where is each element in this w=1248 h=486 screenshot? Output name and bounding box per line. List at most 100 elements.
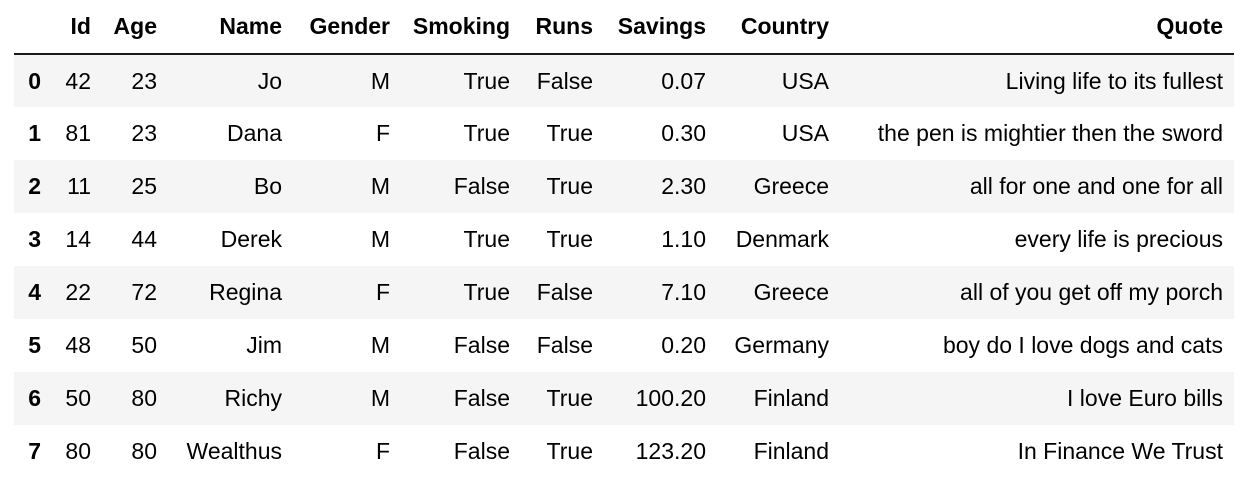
cell-id: 48	[65, 332, 91, 358]
cell-savings: 0.20	[661, 332, 706, 358]
header-id: Id	[52, 0, 102, 55]
cell-savings: 0.07	[661, 67, 706, 94]
cell-runs: True	[546, 173, 593, 199]
cell-age: 50	[131, 332, 157, 358]
table-row: 4 22 72 Regina F True False 7.10 Greece …	[14, 266, 1234, 319]
cell-savings: 123.20	[635, 438, 706, 464]
cell-age: 72	[131, 279, 157, 305]
cell-gender: F	[375, 120, 390, 146]
cell-age: 80	[131, 385, 157, 411]
cell-gender: M	[370, 67, 390, 94]
table-row: 2 11 25 Bo M False True 2.30 Greece all …	[14, 160, 1234, 213]
header-country: Country	[717, 0, 840, 55]
row-index: 6	[28, 385, 41, 411]
row-index: 7	[28, 438, 41, 464]
table-row: 5 48 50 Jim M False False 0.20 Germany b…	[14, 319, 1234, 372]
cell-runs: False	[536, 332, 593, 358]
cell-quote: In Finance We Trust	[1017, 438, 1223, 464]
cell-runs: True	[546, 438, 593, 464]
cell-quote: the pen is mightier then the sword	[877, 120, 1223, 146]
cell-id: 81	[65, 120, 91, 146]
table-row: 7 80 80 Wealthus F False True 123.20 Fin…	[14, 425, 1234, 478]
cell-runs: True	[546, 120, 593, 146]
cell-runs: False	[536, 279, 593, 305]
dataframe-table: Id Age Name Gender Smoking Runs Savings …	[14, 0, 1234, 478]
cell-country: USA	[781, 67, 829, 94]
header-runs: Runs	[521, 0, 604, 55]
cell-savings: 7.10	[661, 279, 706, 305]
cell-savings: 100.20	[635, 385, 706, 411]
cell-gender: M	[370, 332, 390, 358]
cell-runs: True	[546, 226, 593, 252]
cell-smoking: True	[463, 226, 510, 252]
cell-quote: every life is precious	[1014, 226, 1223, 252]
cell-age: 25	[131, 173, 157, 199]
cell-gender: M	[370, 385, 390, 411]
cell-country: Greece	[753, 173, 829, 199]
cell-id: 11	[67, 173, 91, 199]
cell-name: Derek	[220, 226, 282, 252]
header-row: Id Age Name Gender Smoking Runs Savings …	[14, 0, 1234, 55]
cell-smoking: False	[453, 385, 510, 411]
cell-gender: M	[370, 173, 390, 199]
cell-savings: 0.30	[661, 120, 706, 146]
cell-id: 22	[65, 279, 91, 305]
header-smoking: Smoking	[401, 0, 521, 55]
cell-name: Richy	[224, 385, 282, 411]
header-index	[14, 0, 52, 55]
cell-runs: True	[546, 385, 593, 411]
dataframe-container: Id Age Name Gender Smoking Runs Savings …	[14, 0, 1234, 478]
header-quote: Quote	[840, 0, 1234, 55]
cell-age: 80	[131, 438, 157, 464]
cell-gender: M	[370, 226, 390, 252]
cell-id: 80	[65, 438, 91, 464]
header-gender: Gender	[293, 0, 401, 55]
cell-gender: F	[375, 438, 390, 464]
cell-name: Regina	[209, 279, 282, 305]
cell-quote: all of you get off my porch	[960, 279, 1223, 305]
cell-age: 44	[131, 226, 157, 252]
cell-smoking: False	[453, 332, 510, 358]
cell-id: 14	[65, 226, 91, 252]
cell-name: Jim	[246, 332, 282, 358]
cell-country: Germany	[734, 332, 829, 358]
cell-name: Jo	[257, 67, 282, 94]
cell-runs: False	[536, 67, 593, 94]
row-index: 4	[28, 279, 41, 305]
row-index: 2	[28, 173, 41, 199]
cell-country: Finland	[753, 438, 829, 464]
row-index: 3	[28, 226, 41, 252]
row-index: 1	[28, 120, 41, 146]
header-savings: Savings	[604, 0, 717, 55]
table-row: 0 42 23 Jo M True False 0.07 USA Living …	[14, 54, 1234, 107]
cell-name: Dana	[227, 120, 282, 146]
cell-quote: Living life to its fullest	[1005, 67, 1223, 94]
header-name: Name	[168, 0, 293, 55]
row-index: 0	[28, 67, 41, 94]
cell-savings: 1.10	[661, 226, 706, 252]
cell-name: Wealthus	[186, 438, 282, 464]
cell-name: Bo	[253, 173, 282, 199]
cell-quote: all for one and one for all	[969, 173, 1223, 199]
cell-quote: I love Euro bills	[1067, 385, 1223, 411]
cell-savings: 2.30	[661, 173, 706, 199]
cell-country: Greece	[753, 279, 829, 305]
table-row: 6 50 80 Richy M False True 100.20 Finlan…	[14, 372, 1234, 425]
cell-age: 23	[131, 67, 157, 94]
header-age: Age	[102, 0, 168, 55]
cell-country: Finland	[753, 385, 829, 411]
table-row: 1 81 23 Dana F True True 0.30 USA the pe…	[14, 107, 1234, 160]
cell-smoking: True	[463, 67, 510, 94]
cell-smoking: True	[463, 279, 510, 305]
cell-country: Denmark	[735, 226, 829, 252]
cell-smoking: False	[453, 438, 510, 464]
table-row: 3 14 44 Derek M True True 1.10 Denmark e…	[14, 213, 1234, 266]
cell-smoking: True	[463, 120, 510, 146]
cell-smoking: False	[453, 173, 510, 199]
row-index: 5	[28, 332, 41, 358]
cell-id: 42	[65, 67, 91, 94]
cell-gender: F	[375, 279, 390, 305]
cell-age: 23	[131, 120, 157, 146]
cell-quote: boy do I love dogs and cats	[942, 332, 1223, 358]
cell-country: USA	[781, 120, 829, 146]
